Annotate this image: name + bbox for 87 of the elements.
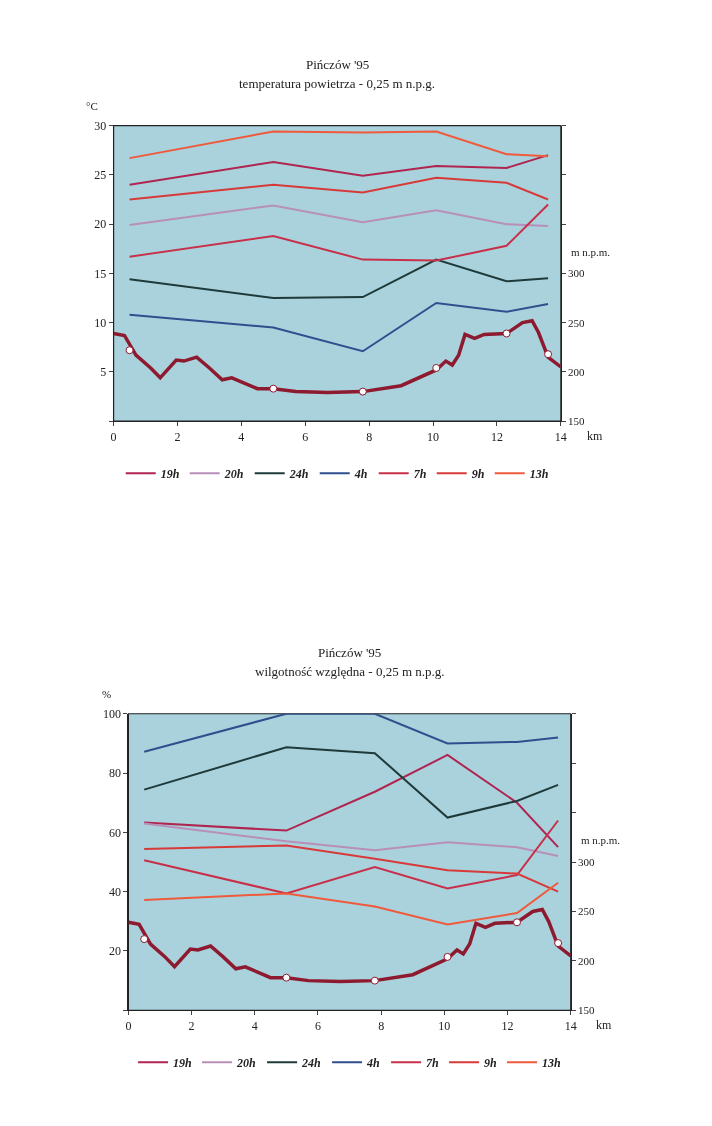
- x-tick-label: 4: [251, 1018, 258, 1033]
- line-series: [128, 203, 550, 262]
- legend-label: 13h: [529, 466, 549, 481]
- point: [282, 973, 291, 982]
- point: [554, 939, 563, 948]
- y2-tick-label: 250: [568, 316, 586, 329]
- y-tick-label: 80: [108, 766, 121, 781]
- x-tick-label: 0: [125, 1018, 132, 1033]
- x-tick-label: 10: [438, 1018, 451, 1033]
- y-tick-label: 10: [94, 315, 107, 330]
- y2-tick-label: 300: [577, 855, 595, 868]
- y-axis-title: °C: [86, 100, 98, 112]
- chart-title: Pińczów '95: [318, 645, 382, 660]
- line-series: [128, 154, 550, 186]
- x-tick-label: 8: [378, 1018, 385, 1033]
- legend-label: 19h: [173, 1056, 193, 1071]
- y2-axis-title: m n.p.m.: [571, 246, 611, 258]
- y2-tick-label: 150: [577, 1004, 595, 1017]
- y2-axis-title: m n.p.m.: [581, 834, 621, 846]
- line-series: [143, 713, 560, 753]
- y-tick-label: 20: [108, 944, 121, 959]
- point: [358, 387, 367, 396]
- legend-label: 24h: [301, 1056, 322, 1071]
- y-tick-label: 100: [102, 706, 121, 721]
- x-tick-label: 14: [564, 1018, 577, 1033]
- legend-label: 4h: [366, 1056, 381, 1071]
- legend-label: 20h: [223, 466, 244, 481]
- chart-subtitle: temperatura powietrza - 0,25 m n.p.g.: [239, 76, 436, 91]
- line-series: [143, 822, 560, 858]
- point: [370, 976, 379, 985]
- line-series: [143, 844, 560, 893]
- line-series: [128, 130, 550, 160]
- y-tick-label: 20: [94, 217, 107, 232]
- x-tick-label: 12: [501, 1018, 514, 1033]
- point: [544, 350, 553, 359]
- x-tick-label: 0: [110, 429, 117, 444]
- line-series: [128, 258, 550, 300]
- y2-tick-label: 150: [568, 415, 586, 428]
- y-tick-label: 15: [94, 266, 107, 281]
- legend-label: 24h: [288, 466, 309, 481]
- y-tick-label: 30: [94, 118, 107, 133]
- point: [432, 363, 441, 372]
- x-tick-label: 14: [554, 429, 567, 444]
- point: [140, 935, 149, 944]
- y2-tick-label: 250: [577, 905, 595, 918]
- point: [125, 346, 134, 355]
- y-tick-label: 5: [100, 365, 107, 380]
- line-series: [128, 301, 550, 353]
- y-tick-label: 60: [108, 825, 121, 840]
- x-tick-label: 4: [238, 429, 245, 444]
- legend-label: 7h: [426, 1056, 440, 1071]
- x-tick-label: 2: [188, 1018, 195, 1033]
- y-axis-title: %: [102, 688, 112, 700]
- y2-tick-label: 200: [568, 365, 586, 378]
- legend-label: 7h: [413, 466, 427, 481]
- point: [443, 952, 452, 961]
- legend-label: 4h: [353, 466, 368, 481]
- point: [502, 329, 511, 338]
- line-series: [113, 318, 561, 395]
- chart-title: Pińczów '95: [306, 57, 370, 72]
- chart-subtitle: wilgotność względna - 0,25 m n.p.g.: [255, 664, 445, 679]
- y2-tick-label: 200: [577, 954, 595, 967]
- legend-label: 13h: [542, 1056, 562, 1071]
- legend-label: 9h: [471, 466, 485, 481]
- line-series: [128, 204, 550, 228]
- y-tick-label: 40: [108, 884, 121, 899]
- legend-label: 19h: [160, 466, 180, 481]
- legend-label: 9h: [484, 1056, 498, 1071]
- line-series: [128, 176, 550, 201]
- line-series: [143, 753, 560, 849]
- y2-tick-label: 300: [568, 267, 586, 280]
- x-tick-label: 6: [314, 1018, 321, 1033]
- point: [269, 384, 278, 393]
- point: [513, 918, 522, 927]
- line-series: [143, 746, 560, 819]
- x-tick-label: 8: [366, 429, 373, 444]
- line-series: [143, 881, 560, 926]
- x-tick-label: 6: [302, 429, 309, 444]
- legend-label: 20h: [236, 1056, 257, 1071]
- line-series: [143, 819, 560, 895]
- x-tick-label: 10: [427, 429, 440, 444]
- x-tick-label: 12: [490, 429, 503, 444]
- line-series: [128, 907, 571, 984]
- x-tick-label: 2: [174, 429, 181, 444]
- x-axis-title: km: [596, 1018, 612, 1032]
- y-tick-label: 25: [94, 168, 107, 183]
- x-axis-title: km: [587, 429, 603, 443]
